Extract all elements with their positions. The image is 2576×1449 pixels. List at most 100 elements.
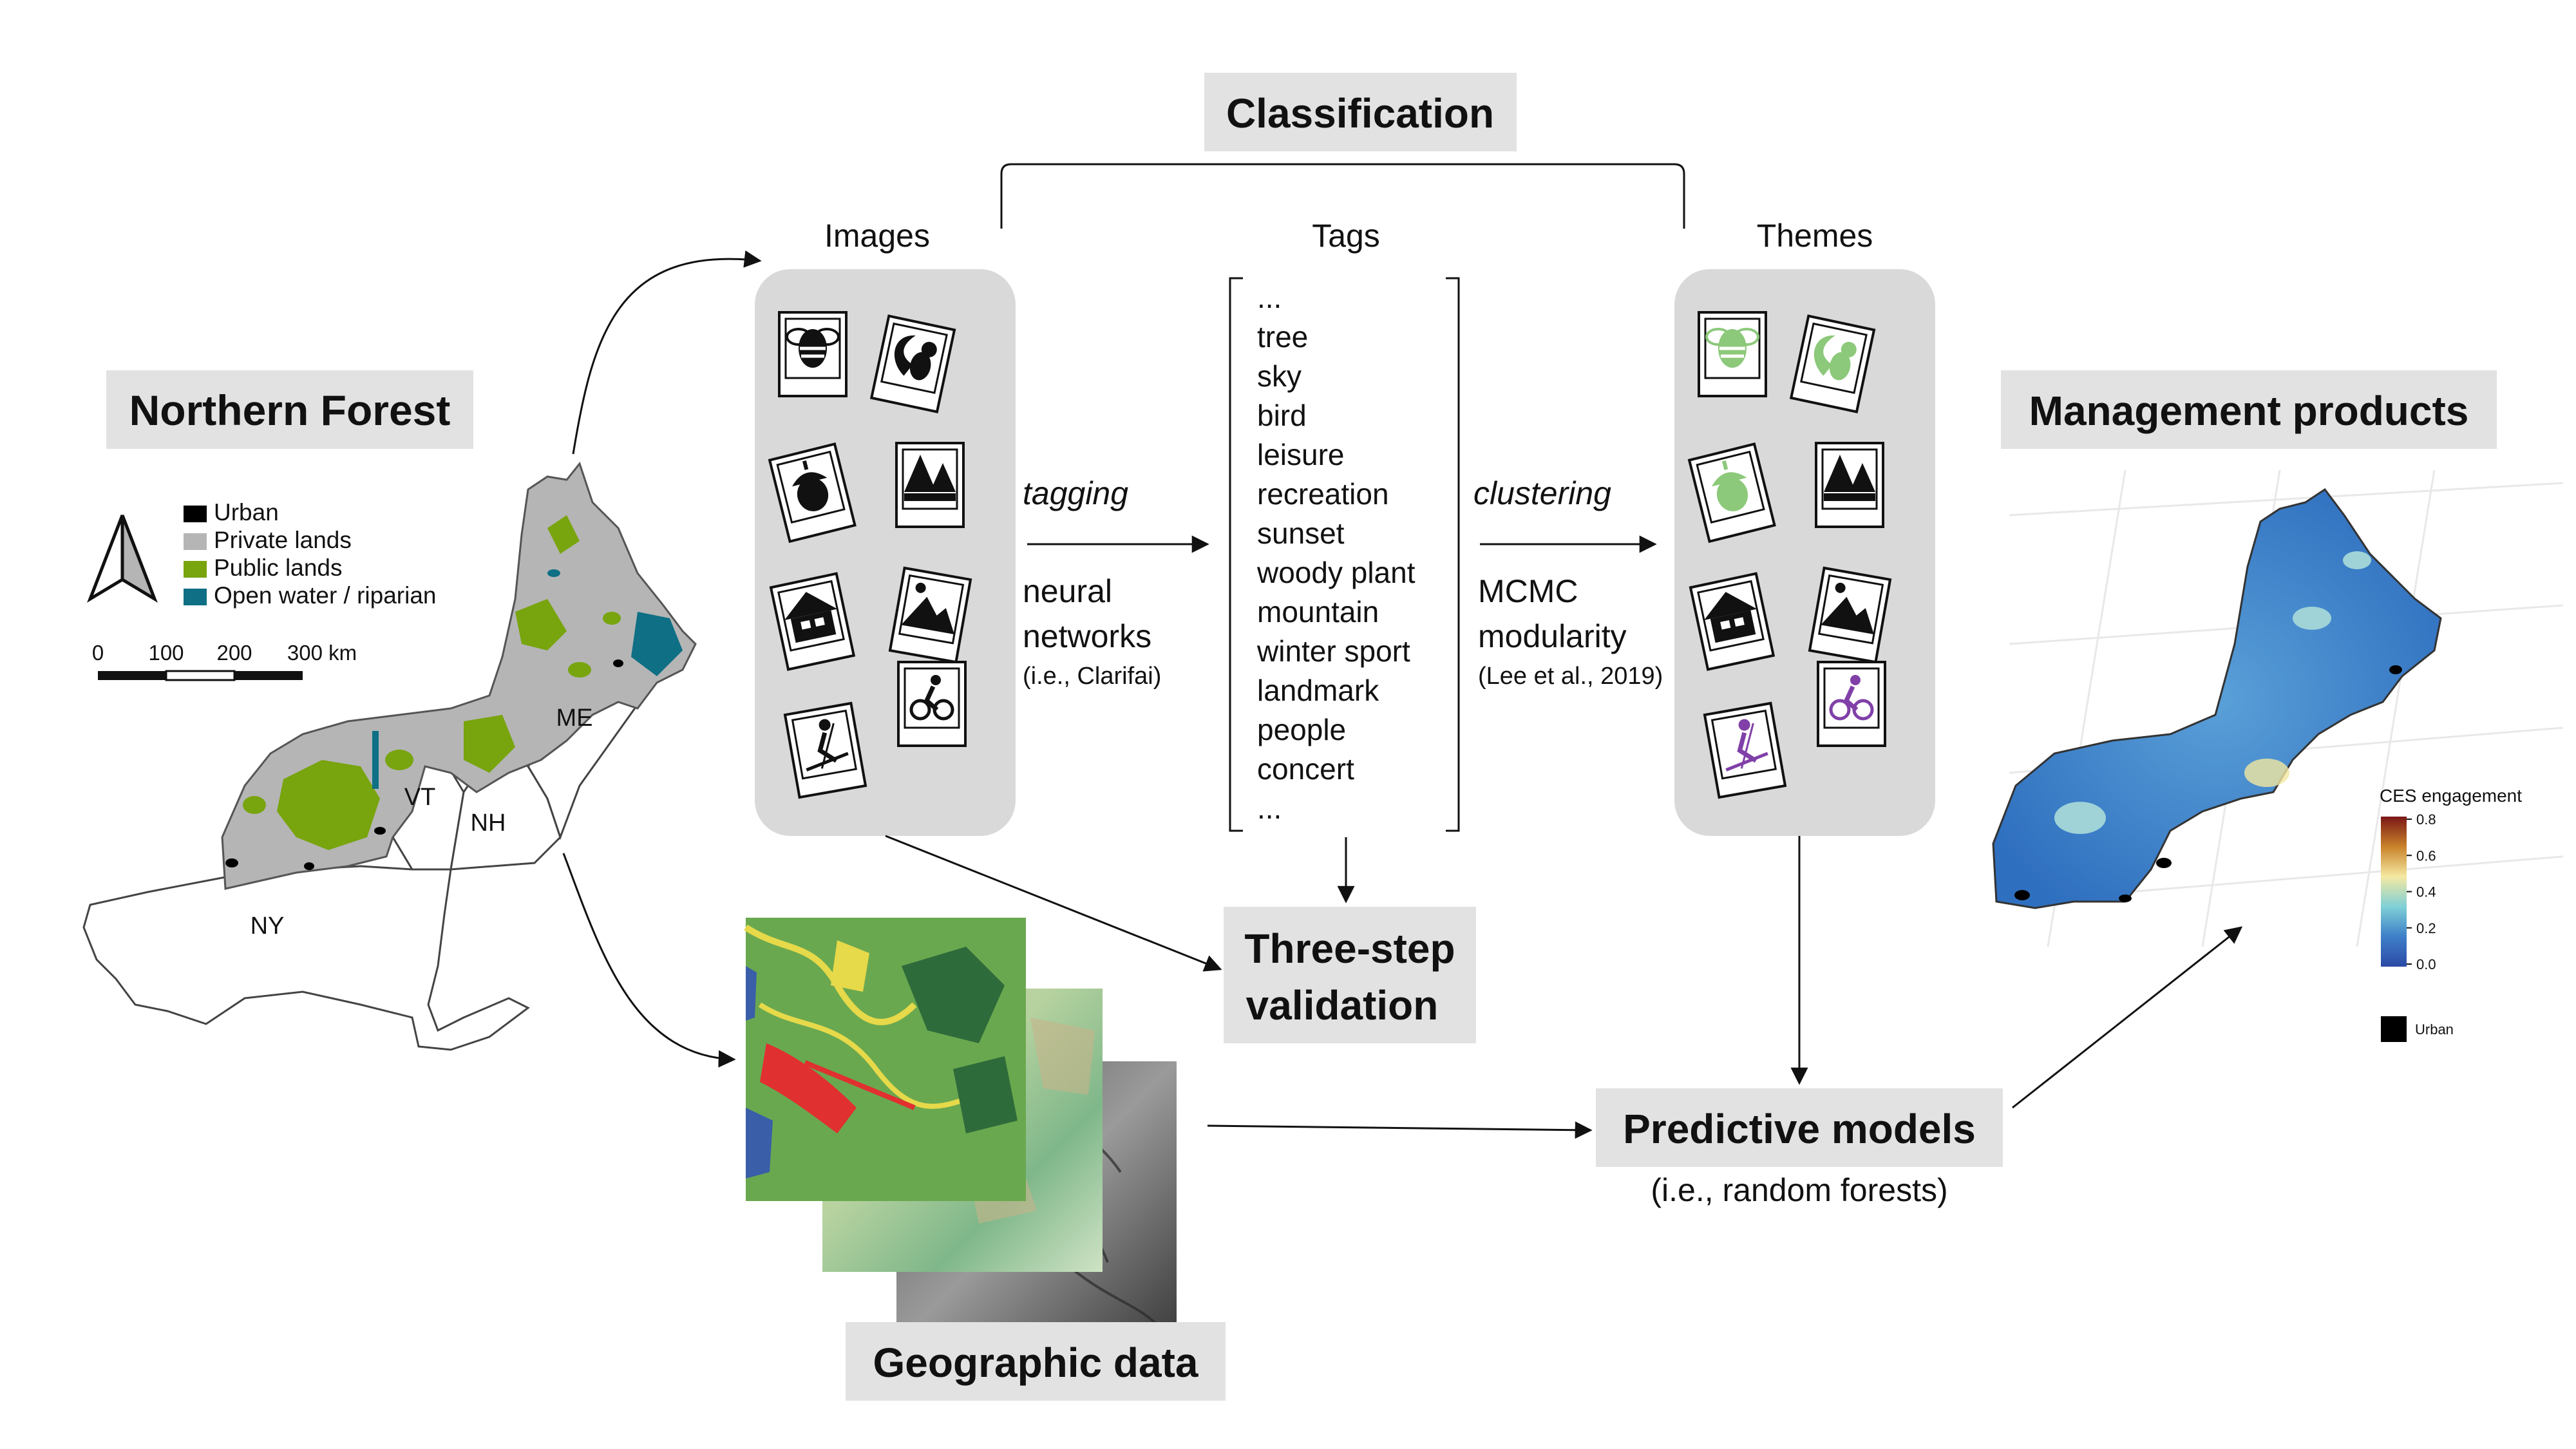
state-label-ny: NY (251, 913, 285, 940)
legend-swatch-private (184, 533, 207, 550)
map-legend: Urban Private lands Public lands Open wa… (184, 499, 437, 609)
photo-mountain-sun-icon (1808, 566, 1892, 664)
geographic-title-box (846, 1322, 1226, 1401)
tags-right-bracket (1446, 277, 1460, 832)
ces-colorbar: CES engagement 0.8 0.6 0.4 0.2 0.0 Urban (2380, 786, 2522, 1042)
photo-squirrel-icon (1789, 314, 1876, 413)
photo-cyclist-icon (1817, 661, 1886, 747)
water-features (372, 569, 683, 789)
photo-cyclist-icon (897, 661, 967, 747)
photo-skier-icon (783, 701, 867, 799)
landcover-texture (744, 924, 1018, 1179)
legend-label-urban: Urban (214, 499, 279, 526)
theme-photos-group (1687, 311, 1892, 799)
images-heading: Images (824, 218, 930, 254)
photo-forest-icon (1815, 442, 1884, 528)
ces-urban-patches (2014, 665, 2402, 902)
photo-cabin-icon (1689, 572, 1776, 671)
tagging-method-line1: neural (1023, 573, 1112, 609)
management-title: Management products (2029, 388, 2469, 434)
tag-item: winter sport (1256, 634, 1410, 668)
scale-tick-300: 300 km (287, 641, 357, 665)
tag-item: tree (1257, 320, 1308, 354)
arrow-images-to-validation (885, 835, 1222, 972)
colorbar-gradient (2381, 817, 2407, 967)
arrow-geodata-to-models (1207, 1121, 1593, 1139)
ces-hotspots (2054, 551, 2371, 834)
urban-features (225, 659, 623, 870)
colorbar-tick-label: 0.0 (2416, 956, 2436, 972)
state-label-nh: NH (471, 810, 506, 837)
scale-tick-0: 0 (92, 641, 104, 665)
clustering-label: clustering (1473, 475, 1611, 511)
image-photos-group (768, 311, 972, 799)
arrow-map-to-images (572, 250, 762, 455)
cyclist-icon (1829, 675, 1874, 721)
tagging-label: tagging (1023, 475, 1128, 511)
validation-box (1224, 907, 1476, 1043)
cabin-icon (1704, 592, 1757, 643)
themes-heading: Themes (1757, 218, 1873, 254)
ces-region-shape (1992, 488, 2442, 909)
photo-acorn-icon (768, 442, 857, 544)
geographic-data-layers: Geographic data (744, 918, 1226, 1401)
classification-title: Classification (1226, 90, 1494, 137)
northern-forest-title: Northern Forest (129, 386, 451, 434)
legend-label-water: Open water / riparian (214, 582, 437, 609)
classification-bracket (1000, 163, 1685, 229)
forest-icon (1824, 455, 1875, 501)
tag-item: leisure (1257, 438, 1345, 471)
tag-item: recreation (1257, 477, 1389, 511)
ny-state-shape (82, 865, 530, 1051)
photo-bee-icon (778, 311, 848, 397)
north-arrow-icon (87, 515, 158, 603)
photo-squirrel-icon (869, 314, 956, 413)
public-lands-patches (243, 515, 621, 850)
colorbar-title: CES engagement (2380, 786, 2522, 806)
clustering-method-line2: modularity (1478, 618, 1627, 654)
tag-item: sunset (1257, 516, 1345, 550)
tag-item: people (1257, 713, 1346, 746)
northern-forest-title-box (106, 370, 473, 449)
tags-heading: Tags (1312, 218, 1380, 254)
legend-label-public: Public lands (214, 554, 343, 581)
mountain-sun-icon (1821, 582, 1874, 634)
geographic-title: Geographic data (873, 1340, 1198, 1386)
management-title-box (2001, 370, 2497, 449)
arrow-models-to-management (2012, 926, 2243, 1109)
tag-item: mountain (1257, 595, 1379, 629)
tag-item: ... (1257, 281, 1282, 314)
tags-list: ... tree sky bird leisure recreation sunset woo… (1256, 281, 1416, 825)
arrow-map-to-geodata (562, 853, 736, 1068)
tag-item: sky (1257, 359, 1302, 393)
photo-skier-icon (1703, 701, 1787, 799)
colorbar-ticks: 0.8 0.6 0.4 0.2 0.0 (2407, 811, 2436, 972)
legend-label-private: Private lands (214, 527, 352, 553)
legend-swatch-water (184, 589, 207, 605)
bee-icon (786, 328, 840, 368)
clustering-method-line1: MCMC (1478, 573, 1578, 609)
squirrel-icon (894, 335, 937, 381)
colorbar-urban-swatch (2381, 1016, 2407, 1042)
classification-title-box (1204, 73, 1517, 151)
predictive-models-title: Predictive models (1623, 1106, 1976, 1152)
colorbar-tick-label: 0.2 (2416, 920, 2436, 936)
predictive-models-box (1596, 1088, 2003, 1167)
squirrel-icon (1814, 335, 1857, 381)
clustering-method-note: (Lee et al., 2019) (1478, 663, 1663, 690)
skier-icon (1725, 719, 1768, 772)
ces-map (1992, 469, 2564, 947)
photo-acorn-icon (1687, 442, 1776, 544)
scale-bar: 0 100 200 300 km (92, 641, 357, 681)
state-label-me: ME (556, 705, 593, 732)
acorn-icon (791, 460, 829, 511)
forest-icon (904, 455, 956, 501)
colorbar-urban-label: Urban (2415, 1021, 2454, 1037)
photo-mountain-sun-icon (888, 566, 972, 664)
predictive-models-subtitle: (i.e., random forests) (1651, 1172, 1947, 1208)
state-label-vt: VT (404, 784, 436, 811)
bee-icon (1705, 328, 1759, 368)
colorbar-tick-label: 0.6 (2416, 848, 2436, 864)
photo-forest-icon (895, 442, 965, 528)
